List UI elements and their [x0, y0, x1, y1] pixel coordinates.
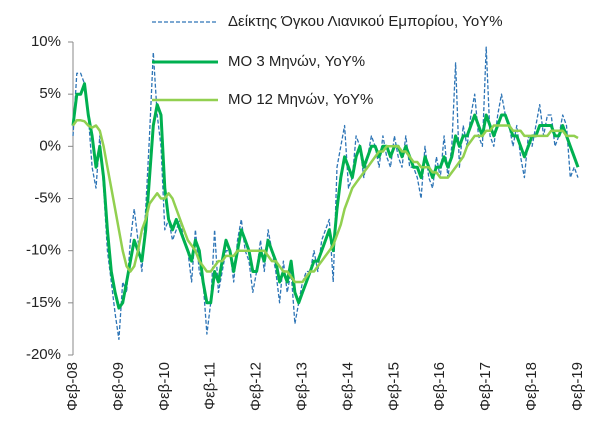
legend-label: ΜΟ 12 Μηνών, YoY% — [228, 91, 373, 108]
x-tick-label: Φεβ-19 — [569, 362, 586, 411]
x-tick-label: Φεβ-11 — [202, 362, 219, 410]
y-tick-label: -20% — [26, 346, 61, 363]
y-tick-label: -15% — [26, 294, 61, 311]
y-tick-label: 5% — [39, 85, 61, 102]
x-tick-label: Φεβ-15 — [385, 362, 402, 411]
series-line — [71, 119, 579, 284]
x-tick-label: Φεβ-08 — [64, 362, 81, 411]
x-tick-label: Φεβ-12 — [248, 362, 265, 411]
x-tick-label: Φεβ-18 — [523, 362, 540, 411]
x-tick-label: Φεβ-14 — [339, 362, 356, 411]
x-tick-label: Φεβ-09 — [110, 362, 127, 411]
series-line — [72, 46, 579, 341]
x-tick-label: Φεβ-17 — [477, 362, 494, 411]
legend-label: ΜΟ 3 Μηνών, YoY% — [228, 53, 365, 70]
y-tick-label: 10% — [31, 33, 61, 50]
legend-label: Δείκτης Όγκου Λιανικού Εμπορίου, YoY% — [228, 13, 503, 30]
series-line — [71, 82, 580, 310]
y-tick-label: 0% — [39, 137, 61, 154]
y-tick-label: -10% — [26, 242, 61, 259]
x-tick-label: Φεβ-13 — [294, 362, 311, 411]
y-tick-label: -5% — [34, 189, 61, 206]
x-tick-label: Φεβ-10 — [156, 362, 173, 411]
x-tick-label: Φεβ-16 — [431, 362, 448, 411]
